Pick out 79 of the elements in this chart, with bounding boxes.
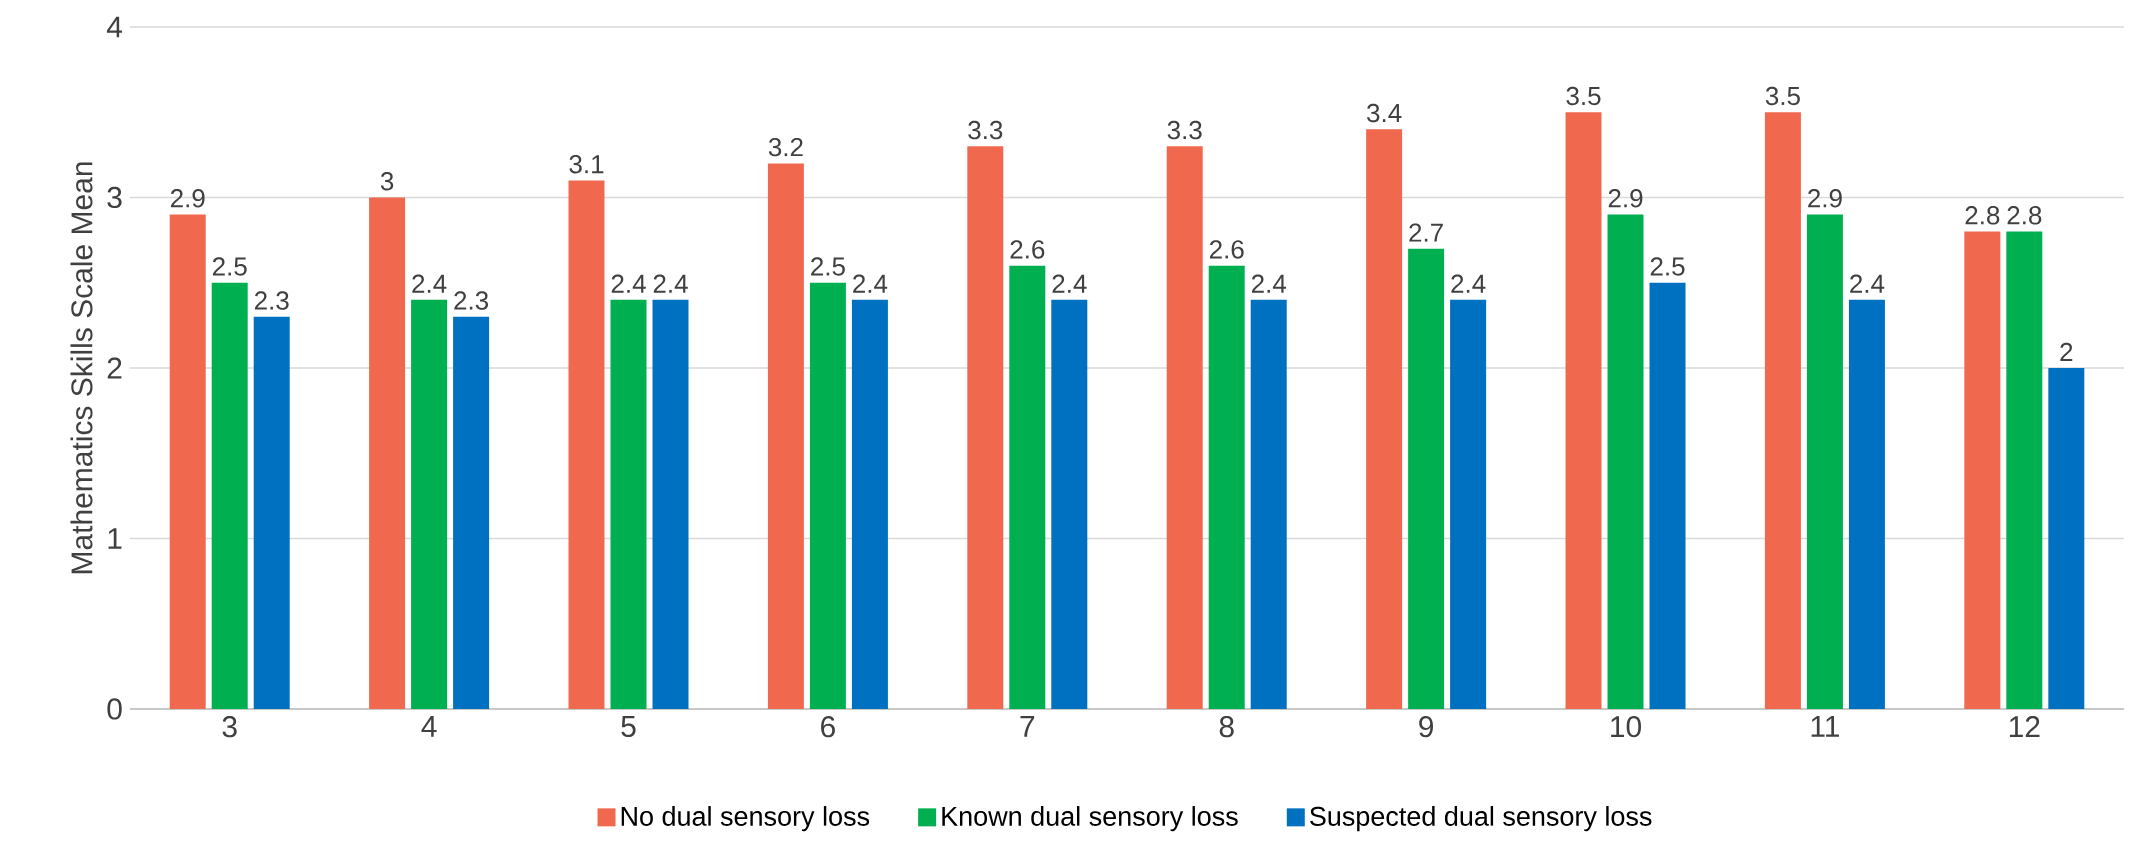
- data-label: 2.6: [1209, 240, 1244, 259]
- data-label: 2.4: [1850, 274, 1885, 293]
- data-label: 2.8: [2007, 206, 2042, 225]
- y-tick-label: 0: [107, 698, 122, 720]
- bar: [1009, 265, 1046, 709]
- data-label: 3.3: [968, 120, 1003, 140]
- bar: [568, 180, 605, 709]
- bar: [610, 299, 647, 709]
- y-axis-title: Mathematics Skills Scale Mean: [70, 162, 93, 574]
- x-tick-label: 11: [1811, 716, 1840, 737]
- bar: [967, 146, 1004, 709]
- bar: [652, 299, 689, 709]
- bar: [1051, 299, 1088, 709]
- data-label: 2.4: [1052, 274, 1087, 293]
- data-label: 2: [2060, 342, 2073, 361]
- data-label: 2.4: [1451, 274, 1486, 293]
- bar: [369, 197, 406, 709]
- x-tick-label: 4: [421, 716, 437, 737]
- bar: [1649, 282, 1686, 709]
- data-label: 2.3: [454, 291, 489, 310]
- data-label: 2.4: [412, 274, 447, 293]
- data-label: 2.9: [1608, 189, 1643, 208]
- x-tick-label: 7: [1020, 716, 1035, 737]
- bar: [2048, 368, 2085, 709]
- data-label: 3.5: [1765, 86, 1800, 106]
- bar: [767, 163, 804, 709]
- data-label: 3: [380, 172, 394, 191]
- bar: [1408, 248, 1445, 709]
- data-label: 2.9: [1808, 189, 1842, 208]
- x-tick-label: 10: [1611, 716, 1641, 738]
- legend-label: Suspected dual sensory loss: [1310, 806, 1652, 832]
- y-tick-label: 4: [106, 16, 123, 38]
- bar: [2006, 231, 2043, 709]
- legend-label: No dual sensory loss: [621, 806, 870, 832]
- bar: [411, 299, 448, 709]
- data-label: 2.8: [1965, 206, 2000, 225]
- bar: [851, 299, 888, 709]
- data-label: 3.4: [1367, 103, 1402, 123]
- data-label: 2.4: [1251, 274, 1287, 293]
- y-tick-label: 2: [107, 357, 122, 379]
- data-label: 2.7: [1409, 223, 1443, 242]
- bar: [453, 316, 490, 709]
- y-tick-label: 1: [108, 528, 122, 549]
- x-tick-label: 8: [1219, 716, 1234, 738]
- data-label: 2.3: [254, 291, 289, 310]
- bar: [253, 316, 290, 709]
- data-label: 2.4: [611, 274, 646, 293]
- x-tick-label: 12: [2009, 716, 2040, 738]
- bar: [1806, 214, 1843, 709]
- data-label: 3.2: [768, 137, 803, 157]
- data-label: 3.1: [569, 154, 604, 174]
- data-label: 2.5: [811, 257, 845, 276]
- bar: [1565, 112, 1602, 709]
- bar: [1450, 299, 1487, 709]
- data-label: 3.3: [1167, 120, 1202, 140]
- bar: [1366, 129, 1403, 709]
- data-label: 2.4: [853, 274, 888, 293]
- bar: [809, 282, 846, 709]
- bar: [1250, 299, 1287, 709]
- bar: [1764, 112, 1801, 709]
- data-label: 2.4: [653, 274, 688, 293]
- x-tick-label: 6: [821, 716, 835, 738]
- bar: [1166, 146, 1203, 709]
- data-label: 2.5: [1650, 257, 1685, 276]
- x-tick-label: 9: [1419, 716, 1434, 738]
- x-tick-label: 3: [222, 716, 237, 738]
- bar: [169, 214, 206, 709]
- x-tick-label: 5: [621, 716, 636, 737]
- y-tick-label: 3: [107, 186, 122, 209]
- bar: [1964, 231, 2001, 709]
- legend-label: Known dual sensory loss: [942, 806, 1238, 832]
- data-label: 2.9: [170, 189, 205, 208]
- bar: [211, 282, 248, 709]
- bar: [1208, 265, 1245, 709]
- bar: [1607, 214, 1644, 709]
- data-label: 2.6: [1010, 240, 1045, 259]
- data-label: 3.5: [1566, 86, 1601, 106]
- data-label: 2.5: [212, 257, 247, 276]
- bar: [1848, 299, 1885, 709]
